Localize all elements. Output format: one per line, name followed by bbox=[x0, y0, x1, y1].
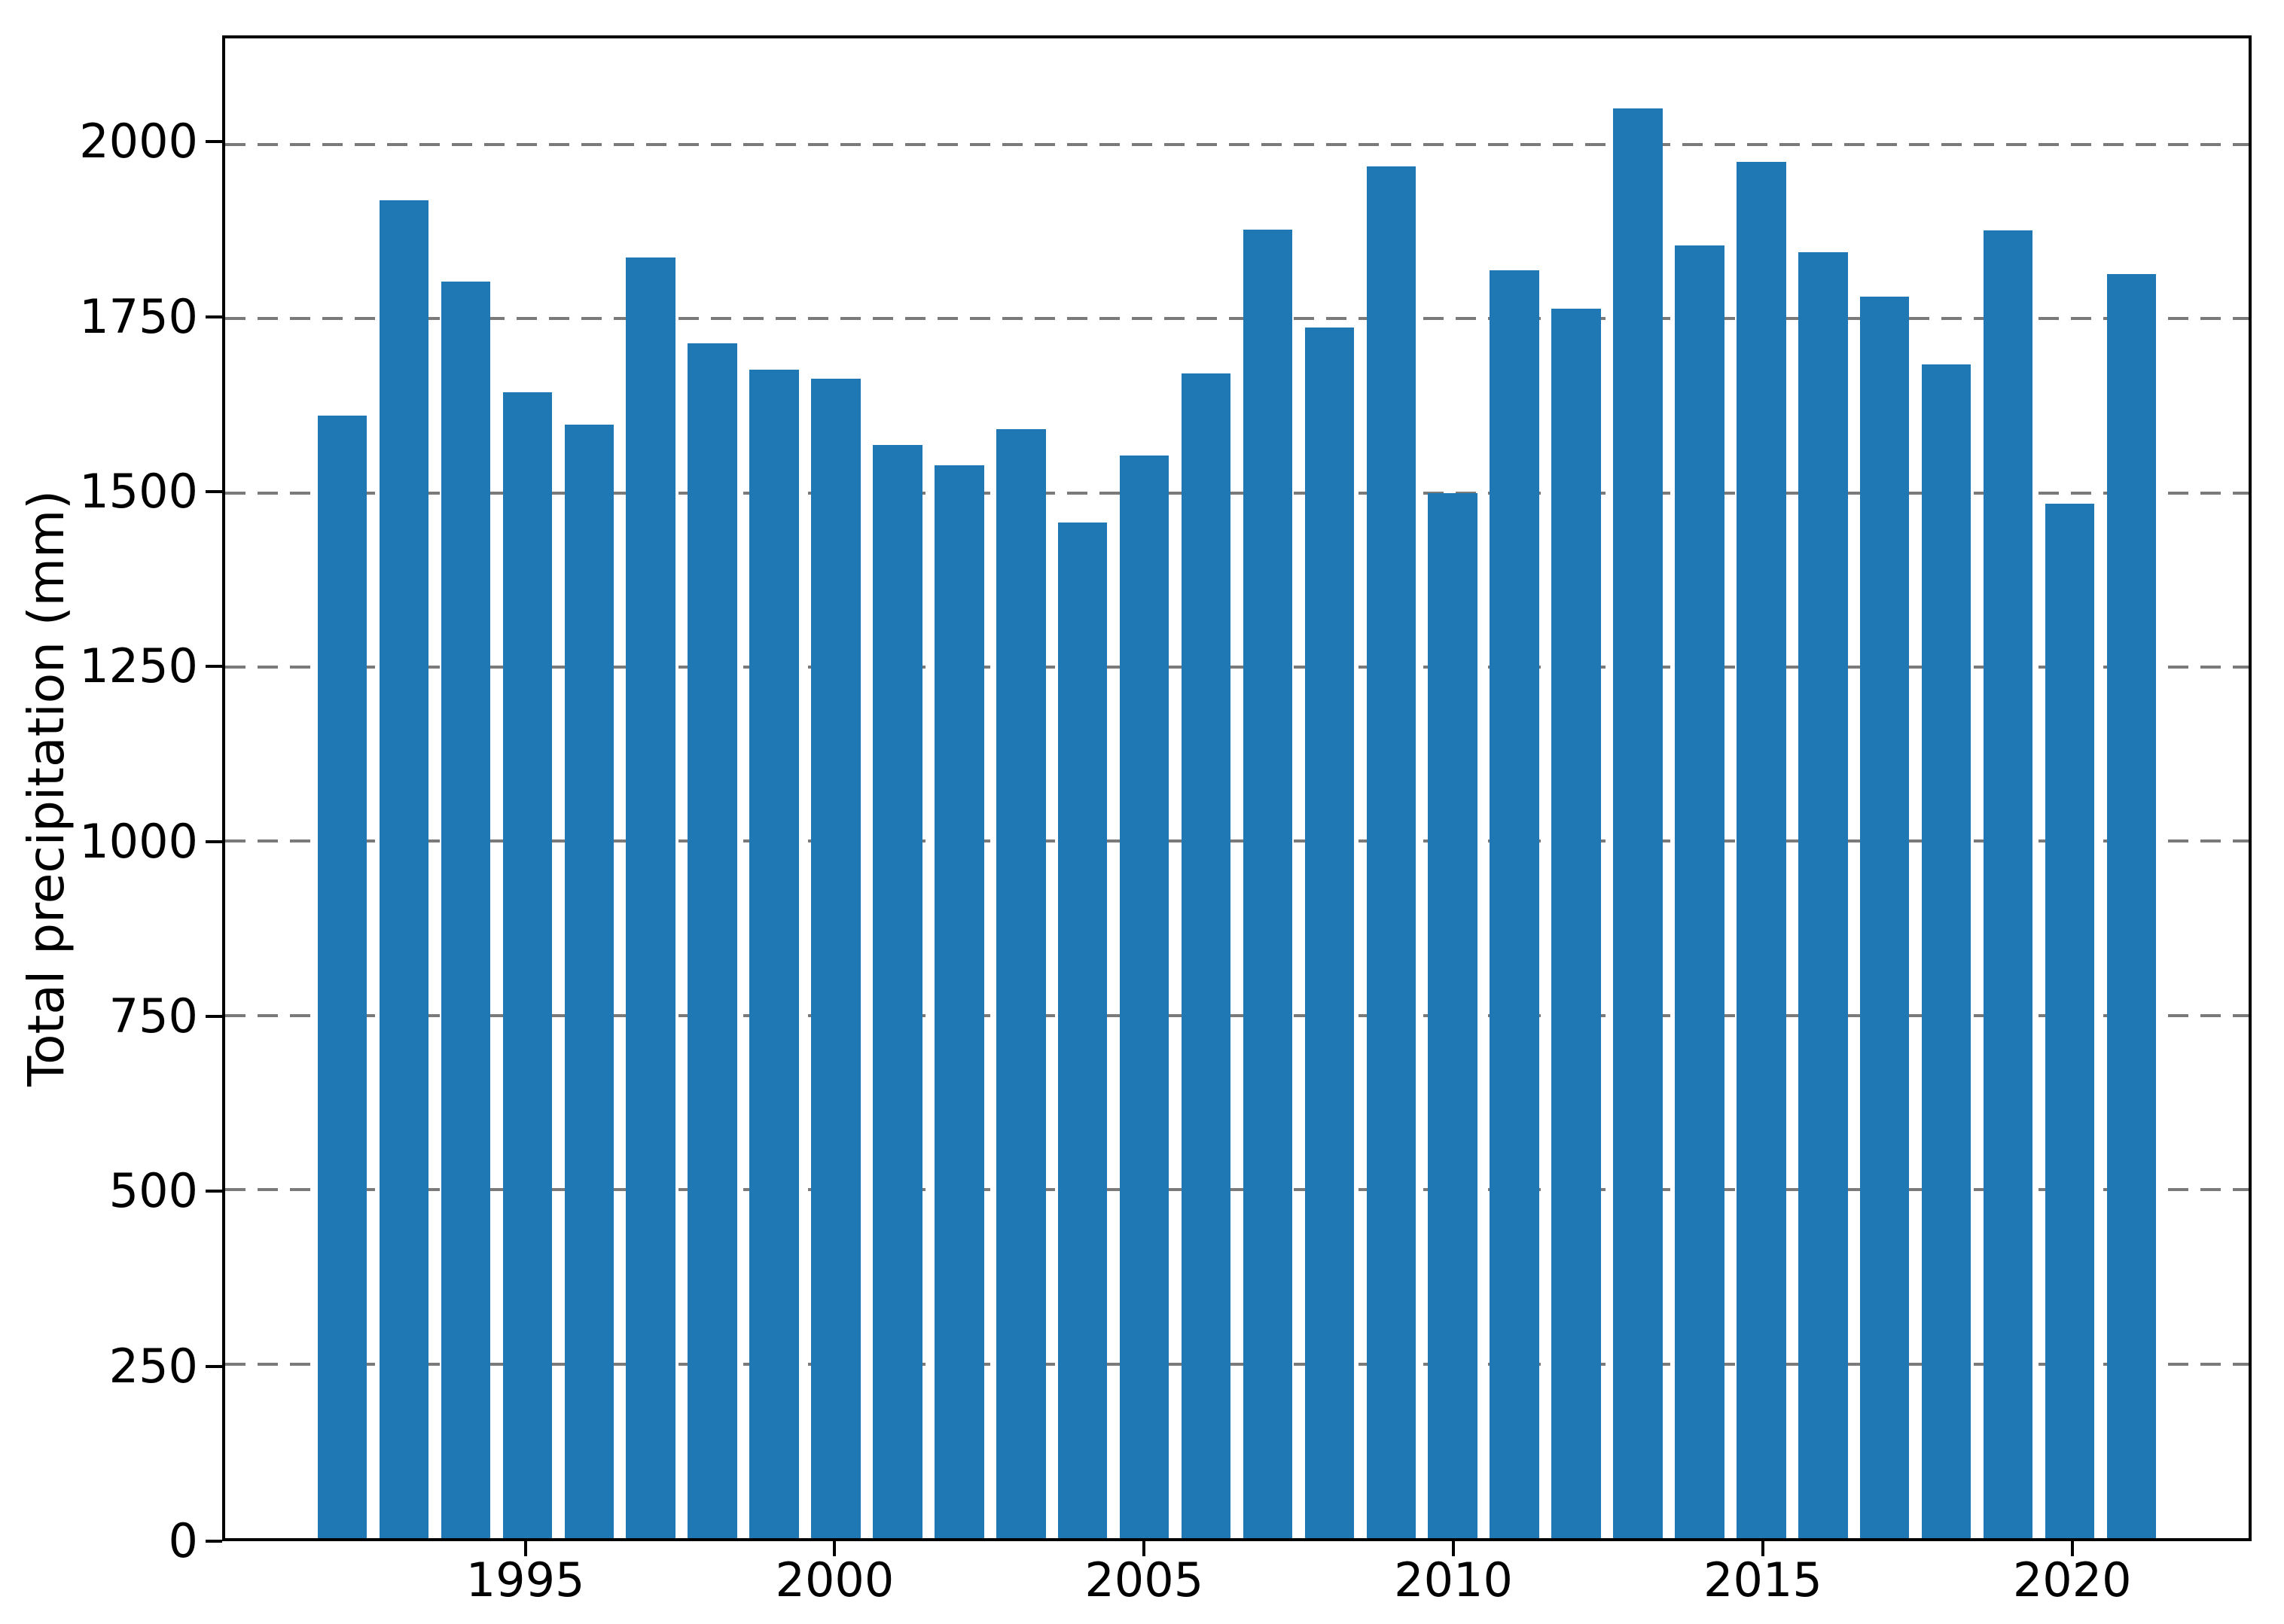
bar-1998 bbox=[688, 343, 737, 1538]
y-tick-label-250: 250 bbox=[108, 1338, 198, 1394]
y-tick-mark-1750 bbox=[206, 315, 222, 318]
y-tick-mark-250 bbox=[206, 1364, 222, 1368]
y-tick-mark-500 bbox=[206, 1190, 222, 1193]
y-tick-label-500: 500 bbox=[108, 1163, 198, 1219]
bar-2003 bbox=[996, 429, 1046, 1538]
bar-1999 bbox=[749, 369, 799, 1538]
bar-1996 bbox=[564, 424, 614, 1538]
bar-2017 bbox=[1859, 297, 1910, 1538]
x-tick-mark-2015 bbox=[1761, 1541, 1764, 1556]
bar-2002 bbox=[935, 465, 984, 1538]
bar-2000 bbox=[811, 378, 861, 1538]
plot-area bbox=[222, 35, 2252, 1541]
y-tick-mark-1000 bbox=[206, 839, 222, 843]
x-tick-mark-1995 bbox=[523, 1541, 527, 1556]
bar-2016 bbox=[1798, 252, 1848, 1538]
x-tick-label-2005: 2005 bbox=[1084, 1552, 1204, 1607]
bar-2012 bbox=[1551, 309, 1601, 1538]
bar-2018 bbox=[1921, 364, 1971, 1538]
y-tick-label-0: 0 bbox=[168, 1513, 198, 1568]
bar-2005 bbox=[1119, 455, 1169, 1538]
y-tick-mark-750 bbox=[206, 1014, 222, 1018]
y-tick-label-1000: 1000 bbox=[79, 813, 198, 869]
bar-1995 bbox=[502, 392, 553, 1538]
x-tick-mark-2000 bbox=[833, 1541, 837, 1556]
bar-2010 bbox=[1428, 492, 1477, 1538]
x-tick-label-2000: 2000 bbox=[775, 1552, 895, 1607]
y-tick-mark-1500 bbox=[206, 489, 222, 493]
y-tick-label-750: 750 bbox=[108, 988, 198, 1044]
gridline-2000 bbox=[225, 142, 2249, 146]
y-tick-label-1250: 1250 bbox=[79, 638, 198, 694]
bar-2006 bbox=[1181, 373, 1231, 1538]
bar-1994 bbox=[441, 282, 491, 1538]
bar-2014 bbox=[1675, 245, 1724, 1538]
bar-2001 bbox=[873, 444, 922, 1538]
bar-2008 bbox=[1304, 328, 1355, 1538]
bar-2015 bbox=[1737, 161, 1786, 1538]
x-tick-label-1995: 1995 bbox=[465, 1552, 585, 1607]
y-tick-mark-1250 bbox=[206, 665, 222, 669]
bar-2019 bbox=[1983, 230, 2033, 1538]
x-tick-label-2020: 2020 bbox=[2012, 1552, 2132, 1607]
x-tick-mark-2020 bbox=[2070, 1541, 2074, 1556]
bar-2011 bbox=[1490, 270, 1539, 1538]
x-tick-mark-2010 bbox=[1452, 1541, 1456, 1556]
x-tick-mark-2005 bbox=[1142, 1541, 1146, 1556]
bar-2009 bbox=[1366, 166, 1416, 1538]
x-tick-label-2015: 2015 bbox=[1703, 1552, 1822, 1607]
y-tick-label-1750: 1750 bbox=[79, 288, 198, 344]
bar-2004 bbox=[1057, 523, 1108, 1538]
bar-1993 bbox=[379, 200, 429, 1538]
bar-1992 bbox=[317, 415, 367, 1538]
y-tick-label-1500: 1500 bbox=[79, 463, 198, 519]
bar-2020 bbox=[2045, 504, 2095, 1538]
x-tick-label-2010: 2010 bbox=[1394, 1552, 1513, 1607]
y-tick-label-2000: 2000 bbox=[79, 114, 198, 169]
y-tick-mark-0 bbox=[206, 1540, 222, 1543]
gridline-1750 bbox=[225, 317, 2249, 321]
y-tick-mark-2000 bbox=[206, 140, 222, 144]
bar-2007 bbox=[1243, 229, 1293, 1538]
bar-2021 bbox=[2106, 273, 2157, 1538]
bar-2013 bbox=[1613, 108, 1663, 1538]
bar-1997 bbox=[626, 257, 676, 1538]
